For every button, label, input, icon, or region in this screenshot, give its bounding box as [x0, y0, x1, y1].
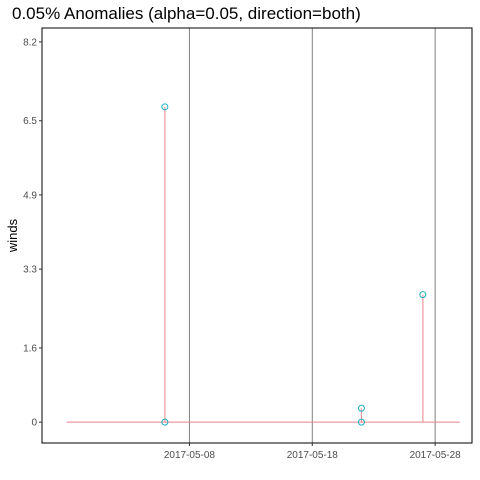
y-tick-label: 6.5	[23, 116, 37, 127]
y-tick-label: 4.9	[23, 190, 37, 201]
x-tick-label: 2017-05-18	[287, 450, 339, 461]
anomaly-point	[161, 418, 169, 426]
series-line	[66, 106, 460, 423]
x-tick-label: 2017-05-08	[164, 450, 216, 461]
chart-title: 0.05% Anomalies (alpha=0.05, direction=b…	[12, 4, 361, 23]
anomaly-point	[419, 291, 427, 299]
anomaly-point	[161, 103, 169, 111]
anomaly-point	[357, 404, 365, 412]
x-tick-label: 2017-05-28	[410, 450, 462, 461]
anomaly-point	[357, 418, 365, 426]
y-tick-label: 0	[31, 418, 37, 429]
y-tick-label: 1.6	[23, 343, 37, 354]
y-tick-label: 3.3	[23, 265, 37, 276]
y-tick-label: 8.2	[23, 37, 37, 48]
plot-panel-border	[41, 27, 473, 444]
y-axis-title: winds	[5, 218, 20, 253]
